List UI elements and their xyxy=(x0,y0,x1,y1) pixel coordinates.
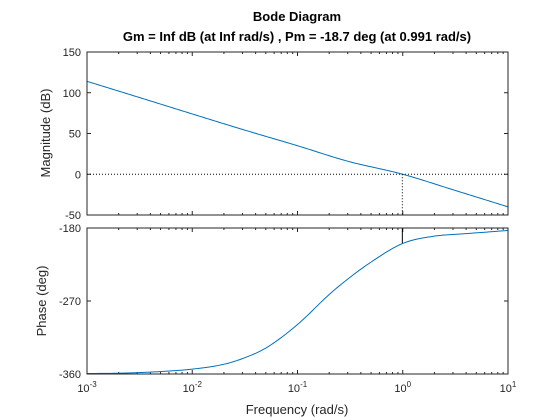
magnitude-ytick-label: -50 xyxy=(65,210,81,222)
magnitude-ylabel: Magnitude (dB) xyxy=(38,89,53,178)
magnitude-ytick-label: 150 xyxy=(63,47,81,59)
x-tick-label: 10-2 xyxy=(183,380,203,395)
magnitude-ytick-label: 50 xyxy=(69,129,81,141)
x-tick-label: 101 xyxy=(500,380,517,395)
chart-subtitle: Gm = Inf dB (at Inf rad/s) , Pm = -18.7 … xyxy=(123,29,471,44)
magnitude-axes xyxy=(87,52,508,215)
phase-curve xyxy=(86,229,509,375)
x-axis-label: Frequency (rad/s) xyxy=(246,402,349,417)
magnitude-curve xyxy=(86,80,509,208)
phase-axes-frame xyxy=(86,227,509,375)
phase-ytick-label: -180 xyxy=(59,223,81,235)
x-tick-label: 10-1 xyxy=(288,380,308,395)
x-tick-label: 100 xyxy=(394,380,411,395)
chart-title: Bode Diagram xyxy=(253,9,341,24)
magnitude-ytick-label: 100 xyxy=(63,88,81,100)
phase-ytick-label: -360 xyxy=(59,369,81,381)
x-tick-label: 10-3 xyxy=(77,380,97,395)
magnitude-axes-frame xyxy=(86,51,509,216)
phase-axes xyxy=(87,228,508,374)
phase-ytick-label: -270 xyxy=(59,296,81,308)
phase-ylabel: Phase (deg) xyxy=(34,266,49,337)
magnitude-ytick-label: 0 xyxy=(75,169,81,181)
